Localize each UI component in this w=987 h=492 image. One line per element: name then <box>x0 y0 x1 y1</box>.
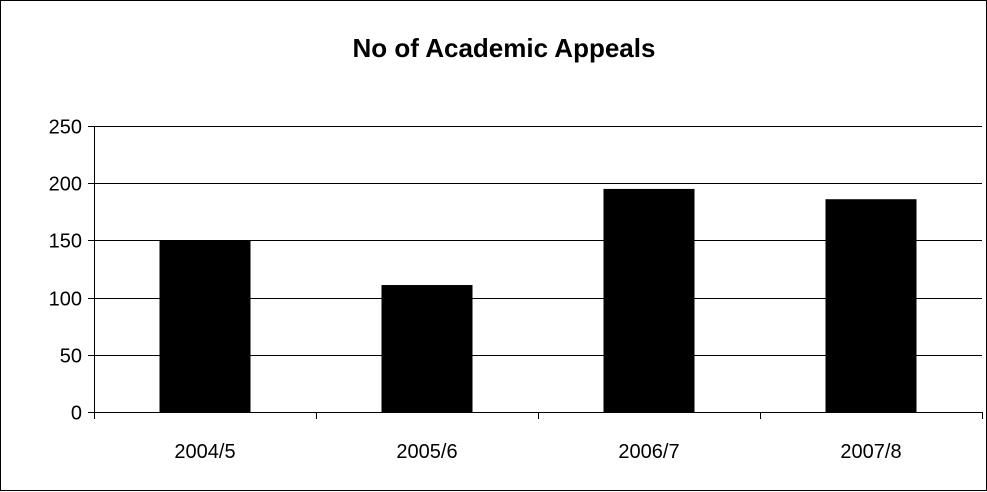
x-tick-label: 2007/8 <box>840 441 901 463</box>
x-tick-labels: 2004/5 2005/6 2006/7 2007/8 <box>174 441 901 463</box>
bars <box>159 188 917 412</box>
bar <box>159 240 251 412</box>
bar <box>381 285 473 412</box>
y-tick-label: 200 <box>49 174 82 196</box>
y-tick-label: 250 <box>49 117 82 139</box>
y-tick-label: 100 <box>49 289 82 311</box>
bar <box>825 199 917 412</box>
y-tick-label: 50 <box>60 346 82 368</box>
y-tick-label: 150 <box>49 231 82 253</box>
y-tick-label: 0 <box>71 403 82 425</box>
y-tick-labels: 0 50 100 150 200 250 <box>49 117 82 425</box>
axes <box>88 126 983 419</box>
x-tick-label: 2004/5 <box>174 441 235 463</box>
chart-title: No of Academic Appeals <box>353 33 656 63</box>
bar <box>603 188 695 412</box>
x-tick-label: 2005/6 <box>396 441 457 463</box>
x-tick-label: 2006/7 <box>618 441 679 463</box>
